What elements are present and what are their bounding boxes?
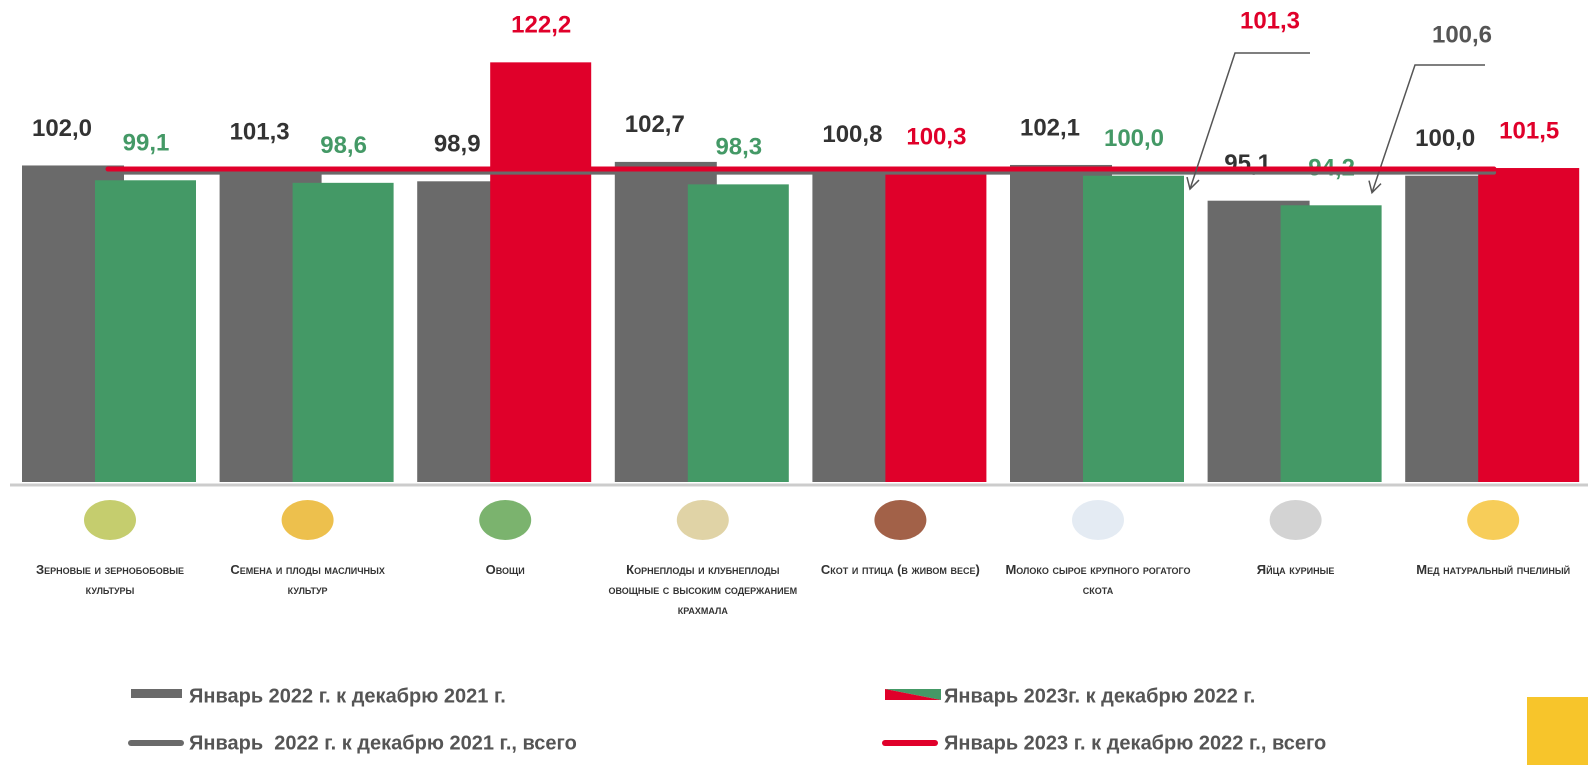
bar — [687, 184, 789, 482]
arrow-head — [1368, 180, 1382, 195]
leader-line — [1189, 52, 1310, 190]
value-label: 98,6 — [320, 132, 367, 159]
value-label: 99,1 — [123, 130, 170, 157]
annotation: 100,6 — [1432, 21, 1492, 48]
value-label: 98,3 — [715, 134, 762, 161]
value-label: 102,0 — [32, 115, 92, 142]
bar — [885, 174, 987, 482]
category-label: Молоко сырое крупного рогатого скота — [1005, 562, 1191, 597]
value-label: 98,9 — [434, 131, 481, 158]
bar — [1478, 168, 1580, 483]
value-label: 122,2 — [511, 12, 571, 39]
legend-swatch — [131, 689, 182, 698]
category-icon — [479, 500, 532, 540]
category-label: Мед натуральный пчелиный — [1416, 562, 1571, 577]
category-icon — [84, 500, 136, 540]
category-icon — [1467, 500, 1520, 540]
legend-label: Январь 2022 г. к декабрю 2021 г., всего — [189, 732, 577, 754]
value-label: 102,1 — [1020, 114, 1080, 141]
category-label: Овощи — [485, 562, 525, 577]
legend-label: Январь 2023 г. к декабрю 2022 г., всего — [944, 732, 1326, 754]
category-icon — [874, 500, 927, 540]
arrow-head — [1186, 176, 1200, 191]
category-icon — [1072, 500, 1124, 540]
category-icon — [1269, 500, 1322, 540]
category-label: Семена и плоды масличных культур — [230, 562, 385, 597]
annotation: 101,3 — [1240, 7, 1300, 34]
value-label: 100,0 — [1104, 125, 1164, 152]
value-label: 101,5 — [1499, 117, 1559, 144]
value-label: 102,7 — [625, 111, 685, 138]
value-label: 100,8 — [822, 121, 882, 148]
bar — [292, 182, 394, 482]
value-label: 101,3 — [230, 118, 290, 145]
bar — [490, 62, 592, 482]
legend-label: Январь 2023г. к декабрю 2022 г. — [944, 685, 1255, 707]
category-label: Яйца куриные — [1256, 562, 1335, 577]
category-label: Зерновые и зернобобовые культуры — [35, 562, 185, 597]
bar — [1083, 175, 1184, 482]
category-icon — [676, 500, 729, 540]
legend-label: Январь 2022 г. к декабрю 2021 г. — [189, 685, 506, 707]
category-icon — [281, 500, 334, 540]
bar — [95, 180, 196, 483]
value-label: 100,3 — [906, 123, 966, 150]
legend-swatch — [885, 689, 941, 700]
category-label: Скот и птица (в живом весе) — [820, 562, 980, 577]
corner-badge — [1527, 697, 1588, 765]
bar — [1280, 205, 1382, 482]
leader-line — [1371, 64, 1485, 193]
category-label: Корнеплоды и клубнеплоды овощные с высок… — [608, 562, 798, 617]
value-label: 100,0 — [1415, 125, 1475, 152]
